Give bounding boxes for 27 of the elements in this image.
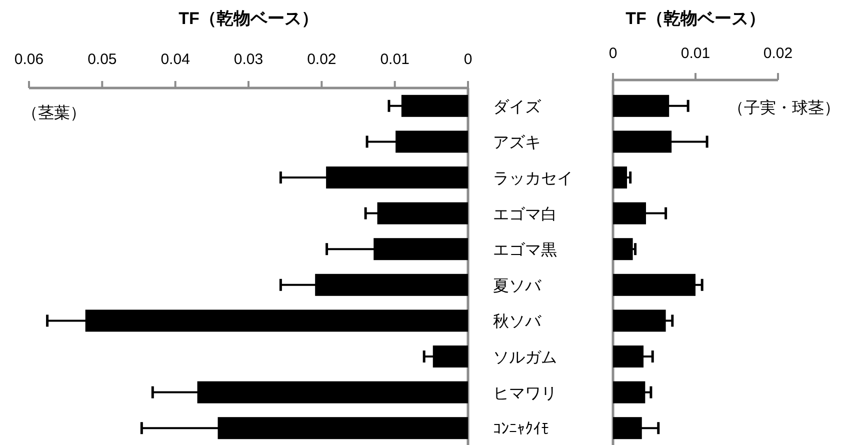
y-tick-label: ヒマワリ: [493, 385, 557, 402]
y-tick-label: 秋ソバ: [493, 314, 542, 331]
bar: [613, 166, 628, 188]
y-tick-label: エゴマ白: [493, 206, 557, 224]
y-tick-label: アズキ: [493, 134, 541, 152]
x-tick-label: 0.05: [88, 51, 117, 68]
x-tick-label: 0.02: [763, 45, 793, 62]
x-tick-label: 0: [608, 45, 618, 62]
x-tick-label: 0.01: [380, 51, 410, 68]
y-tick-label: 夏ソバ: [493, 278, 542, 295]
y-tick-label: ｺﾝﾆｬｸｲﾓ: [493, 421, 549, 438]
y-tick-label: ラッカセイ: [493, 170, 573, 188]
y-tick-label: ソルガム: [493, 350, 557, 366]
x-tick-label: 0: [464, 51, 472, 68]
x-tick-label: 0.04: [160, 51, 190, 68]
annotation: （茎葉）: [22, 104, 86, 122]
x-tick-label: 0.02: [307, 51, 336, 68]
y-tick-label: ダイズ: [493, 98, 542, 116]
bar: [613, 381, 646, 404]
y-tick-label: エゴマ黒: [493, 242, 557, 260]
x-tick-label: 0.03: [234, 51, 264, 68]
x-tick-label: 0.06: [14, 51, 44, 68]
chart-title: TF（乾物ベース）: [178, 9, 318, 28]
bar: [613, 238, 633, 260]
chart-title: TF（乾物ベース）: [626, 9, 766, 28]
x-tick-label: 0.01: [680, 45, 710, 62]
annotation: （子実・球茎）: [728, 99, 840, 117]
